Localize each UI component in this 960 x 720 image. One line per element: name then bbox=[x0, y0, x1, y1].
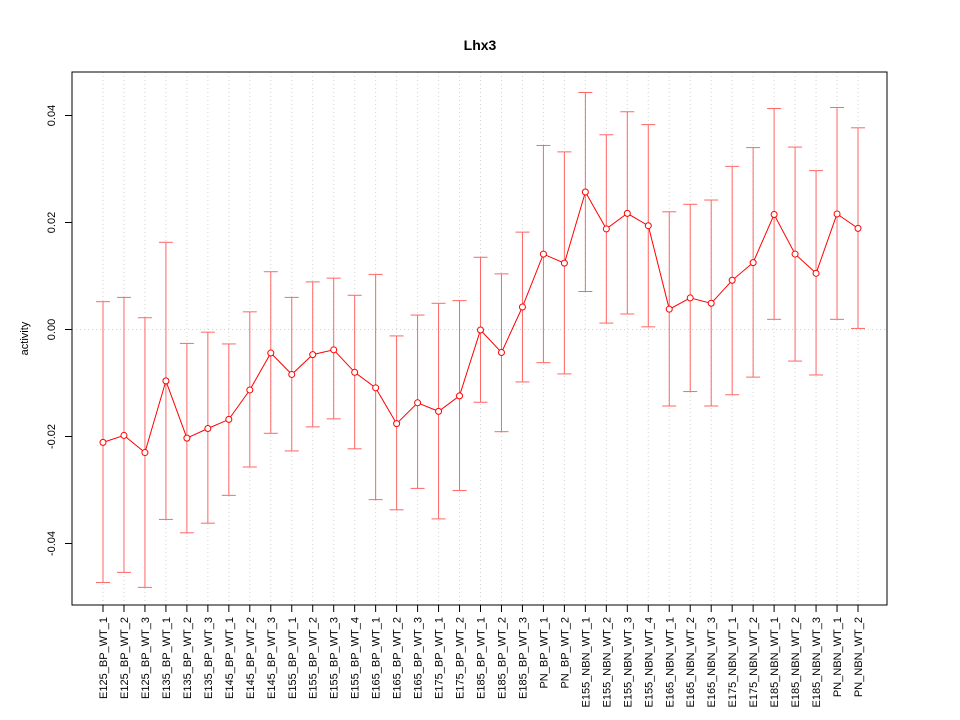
x-tick-label: E175_BP_WT_1 bbox=[434, 617, 446, 699]
y-tick-label: 0.04 bbox=[46, 105, 58, 126]
data-point bbox=[665, 305, 673, 313]
data-point bbox=[728, 276, 736, 284]
x-tick-label: E165_BP_WT_2 bbox=[392, 617, 404, 699]
y-tick-label: 0.02 bbox=[46, 212, 58, 233]
data-point bbox=[267, 349, 275, 357]
data-point bbox=[225, 415, 233, 423]
x-tick-label: E155_BP_WT_1 bbox=[287, 617, 299, 699]
data-point bbox=[330, 346, 338, 354]
data-point bbox=[560, 259, 568, 267]
x-tick-label: E165_NBN_WT_1 bbox=[664, 617, 676, 708]
x-tick-label: E185_NBN_WT_1 bbox=[769, 617, 781, 708]
data-point bbox=[309, 351, 317, 359]
x-tick-label: E185_BP_WT_1 bbox=[476, 617, 488, 699]
x-tick-label: E135_BP_WT_3 bbox=[203, 617, 215, 699]
data-point bbox=[351, 368, 359, 376]
x-tick-label: E155_NBN_WT_3 bbox=[622, 617, 634, 708]
x-tick-label: E185_BP_WT_2 bbox=[496, 617, 508, 699]
x-tick-label: E175_NBN_WT_1 bbox=[727, 617, 739, 708]
data-point bbox=[204, 424, 212, 432]
data-point bbox=[162, 377, 170, 385]
data-point bbox=[686, 294, 694, 302]
chart-title: Lhx3 bbox=[464, 37, 497, 53]
data-point bbox=[791, 250, 799, 258]
data-point bbox=[183, 434, 191, 442]
x-tick-label: E155_NBN_WT_4 bbox=[643, 617, 655, 708]
data-point bbox=[602, 225, 610, 233]
data-point bbox=[539, 250, 547, 258]
x-tick-label: E125_BP_WT_3 bbox=[140, 617, 152, 699]
data-point bbox=[707, 299, 715, 307]
data-point bbox=[99, 438, 107, 446]
x-tick-label: E135_BP_WT_2 bbox=[182, 617, 194, 699]
x-tick-label: PN_BP_WT_2 bbox=[559, 617, 571, 689]
data-series bbox=[96, 91, 865, 588]
x-tick-label: PN_BP_WT_1 bbox=[538, 617, 550, 689]
data-point bbox=[581, 188, 589, 196]
data-point bbox=[833, 210, 841, 218]
data-point bbox=[372, 384, 380, 392]
y-axis: -0.04 -0.02 0.00 0.02 0.04 bbox=[46, 105, 73, 556]
x-tick-label: E175_NBN_WT_2 bbox=[748, 617, 760, 708]
x-tick-label: E185_NBN_WT_3 bbox=[811, 617, 823, 708]
x-tick-label: E165_NBN_WT_3 bbox=[706, 617, 718, 708]
y-tick-label: -0.04 bbox=[46, 531, 58, 556]
x-tick-label: E185_BP_WT_3 bbox=[517, 617, 529, 699]
data-point bbox=[246, 386, 254, 394]
x-tick-label: E185_NBN_WT_2 bbox=[790, 617, 802, 708]
x-tick-label: E165_BP_WT_3 bbox=[413, 617, 425, 699]
x-tick-label: E145_BP_WT_1 bbox=[224, 617, 236, 699]
y-axis-label: activity bbox=[19, 321, 31, 355]
data-point bbox=[141, 449, 149, 457]
x-tick-label: E145_BP_WT_3 bbox=[266, 617, 278, 699]
plot-frame bbox=[71, 71, 888, 606]
grid-lines bbox=[72, 72, 887, 605]
data-point bbox=[120, 431, 128, 439]
data-point bbox=[770, 210, 778, 218]
data-point bbox=[288, 370, 296, 378]
x-tick-label: E155_NBN_WT_2 bbox=[601, 617, 613, 708]
x-tick-label: E125_BP_WT_1 bbox=[98, 617, 110, 699]
x-tick-label: PN_NBN_WT_2 bbox=[853, 617, 865, 697]
data-point bbox=[812, 269, 820, 277]
data-point bbox=[497, 349, 505, 357]
x-tick-label: E155_NBN_WT_1 bbox=[580, 617, 592, 708]
x-axis: E125_BP_WT_1 E125_BP_WT_2 E125_BP_WT_3 E135… bbox=[98, 604, 865, 708]
data-point bbox=[393, 420, 401, 428]
x-tick-label: E155_BP_WT_2 bbox=[308, 617, 320, 699]
x-tick-label: E135_BP_WT_1 bbox=[161, 617, 173, 699]
data-point bbox=[518, 303, 526, 311]
data-point bbox=[435, 407, 443, 415]
data-point bbox=[414, 399, 422, 407]
y-tick-label: -0.02 bbox=[46, 424, 58, 449]
data-point bbox=[749, 259, 757, 267]
x-tick-label: E145_BP_WT_2 bbox=[245, 617, 257, 699]
x-tick-label: E165_BP_WT_1 bbox=[371, 617, 383, 699]
x-tick-label: E125_BP_WT_2 bbox=[119, 617, 131, 699]
x-tick-label: E155_BP_WT_3 bbox=[329, 617, 341, 699]
data-point bbox=[477, 326, 484, 334]
data-point bbox=[456, 392, 464, 400]
data-point bbox=[623, 209, 631, 217]
x-tick-label: E155_BP_WT_4 bbox=[350, 617, 362, 699]
data-point bbox=[644, 222, 652, 230]
y-tick-label: 0.00 bbox=[46, 319, 58, 340]
x-tick-label: E175_BP_WT_2 bbox=[455, 617, 467, 699]
x-tick-label: PN_NBN_WT_1 bbox=[832, 617, 844, 697]
x-tick-label: E165_NBN_WT_2 bbox=[685, 617, 697, 708]
data-point bbox=[854, 224, 862, 232]
